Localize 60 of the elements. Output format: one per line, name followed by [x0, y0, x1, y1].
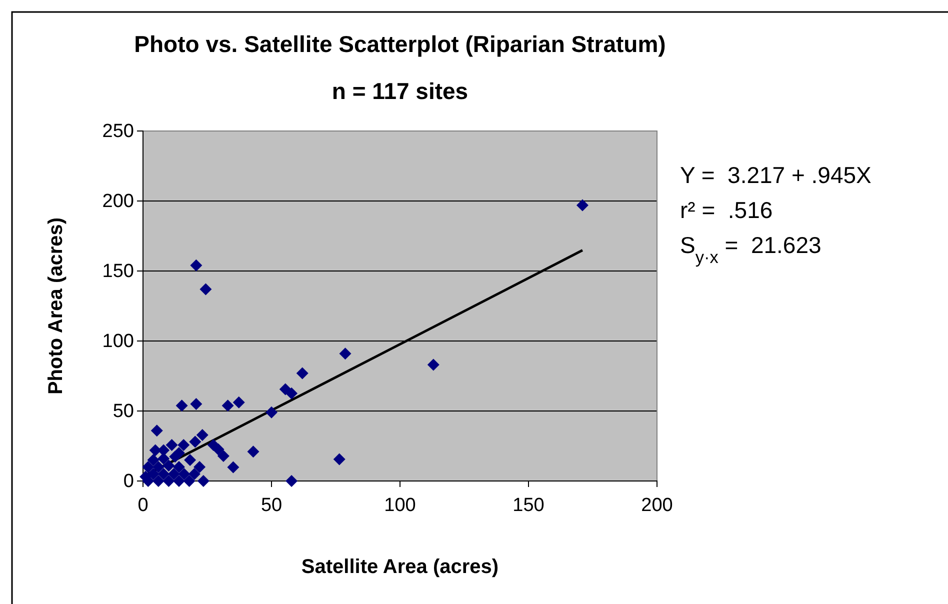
point [576, 199, 588, 212]
point [247, 446, 260, 458]
y-tick-label: 0 [123, 471, 134, 492]
point [142, 461, 154, 473]
point [162, 475, 175, 487]
point [183, 475, 196, 487]
point [176, 400, 188, 412]
text: Y = 3.217 + .945X [680, 162, 872, 188]
point [190, 259, 202, 272]
point [333, 453, 346, 466]
point [168, 468, 180, 480]
point [197, 475, 210, 487]
y-tick-label: 200 [102, 191, 134, 212]
point [158, 452, 170, 465]
point [427, 358, 440, 371]
point [152, 475, 164, 487]
y-axis-title: Photo Area (acres) [45, 217, 67, 395]
x-tick-label: 200 [641, 494, 673, 516]
point [184, 454, 196, 466]
y-tick-label: 50 [112, 401, 134, 422]
point [286, 475, 298, 487]
point [178, 468, 190, 480]
x-tick-label: 100 [384, 494, 416, 516]
y-tick-label: 100 [102, 331, 134, 352]
point [172, 475, 185, 487]
point [150, 424, 163, 437]
point [188, 468, 200, 480]
chart-title: Photo vs. Satellite Scatterplot (Riparian Stratum) [134, 31, 666, 57]
point [222, 400, 234, 412]
point [266, 406, 278, 418]
x-tick-label: 0 [138, 494, 148, 516]
point [147, 454, 160, 466]
point [232, 396, 245, 408]
point [162, 460, 175, 472]
point [172, 447, 185, 459]
x-axis-title: Satellite Area (acres) [301, 556, 499, 578]
point [196, 428, 208, 441]
point [190, 398, 202, 410]
x-tick-label: 50 [260, 494, 282, 516]
point [200, 283, 212, 296]
point [166, 439, 178, 452]
text: S$_{y·x}$ = 21.623 [680, 232, 822, 267]
point [227, 461, 240, 474]
point [172, 461, 185, 473]
y-tick-label: 150 [102, 261, 134, 282]
point [158, 468, 170, 480]
chart-subtitle: n = 117 sites [332, 78, 468, 104]
point [217, 450, 230, 462]
point [207, 439, 220, 452]
x-tick-label: 150 [512, 494, 544, 516]
point [194, 461, 206, 473]
point [189, 436, 202, 448]
point [178, 439, 190, 452]
point [286, 387, 298, 400]
point [339, 348, 352, 360]
text: r² = .516 [680, 197, 773, 223]
point [152, 461, 164, 473]
point [296, 367, 308, 380]
point [147, 468, 160, 480]
y-tick-label: 250 [102, 121, 134, 142]
